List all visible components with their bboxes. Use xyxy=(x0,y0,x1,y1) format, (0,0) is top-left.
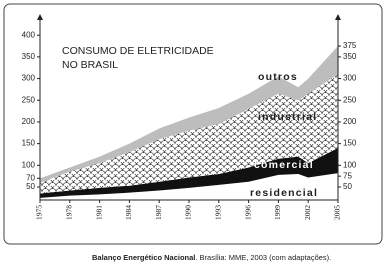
source-note: Balanço Energético Nacional. Brasília: M… xyxy=(92,253,331,262)
chart-title: NO BRASIL xyxy=(62,59,118,71)
series-label: comercial xyxy=(254,159,314,171)
x-tick-label: 1984 xyxy=(124,205,133,220)
x-tick-label: 1996 xyxy=(243,205,252,220)
y2-tick-label: 75 xyxy=(343,171,352,180)
series-label: industrial xyxy=(258,111,317,123)
y-tick-label: 300 xyxy=(22,74,36,83)
x-tick-label: 2002 xyxy=(303,205,312,220)
frame xyxy=(3,3,383,245)
y-tick-label: 250 xyxy=(22,95,36,104)
y2-tick-label: 300 xyxy=(343,74,357,83)
x-tick-label: 1987 xyxy=(154,205,163,220)
x-tick-label: 1975 xyxy=(35,205,44,220)
series-label: residencial xyxy=(250,187,318,199)
x-tick-label: 1990 xyxy=(184,205,193,220)
x-tick-label: 1999 xyxy=(273,205,282,220)
y-tick-label: 70 xyxy=(26,173,35,182)
y2-tick-label: 50 xyxy=(343,182,352,191)
source-bold: Balanço Energético Nacional xyxy=(92,253,195,262)
plot-area xyxy=(40,46,338,200)
y-tick-label: 350 xyxy=(22,52,36,61)
y-tick-label: 50 xyxy=(26,182,35,191)
x-tick-label: 1978 xyxy=(65,205,74,220)
source-text: . Brasília: MME, 2003 (com adaptações). xyxy=(195,253,331,262)
area-1 xyxy=(40,147,338,198)
y2-tick-label: 150 xyxy=(343,139,357,148)
area-2 xyxy=(40,74,338,194)
y-tick-label: 400 xyxy=(22,30,36,39)
series-label: outros xyxy=(258,71,298,83)
y-arrow xyxy=(37,14,43,20)
x-tick-label: 2005 xyxy=(333,205,342,220)
y-tick-label: 150 xyxy=(22,139,36,148)
chart-title: CONSUMO DE ELETRICIDADE xyxy=(62,45,214,57)
area-3 xyxy=(40,46,338,183)
y2-tick-label: 250 xyxy=(343,95,357,104)
y2-tick-label: 375 xyxy=(343,41,357,50)
x-tick-label: 1993 xyxy=(214,205,223,220)
y2-tick-label: 200 xyxy=(343,117,357,126)
y2-tick-label: 100 xyxy=(343,160,357,169)
y2-tick-label: 350 xyxy=(343,52,357,61)
area-0 xyxy=(40,173,338,200)
y2-arrow xyxy=(335,14,341,20)
y-tick-label: 200 xyxy=(22,117,36,126)
x-tick-label: 1981 xyxy=(94,205,103,220)
y-tick-label: 100 xyxy=(22,160,36,169)
